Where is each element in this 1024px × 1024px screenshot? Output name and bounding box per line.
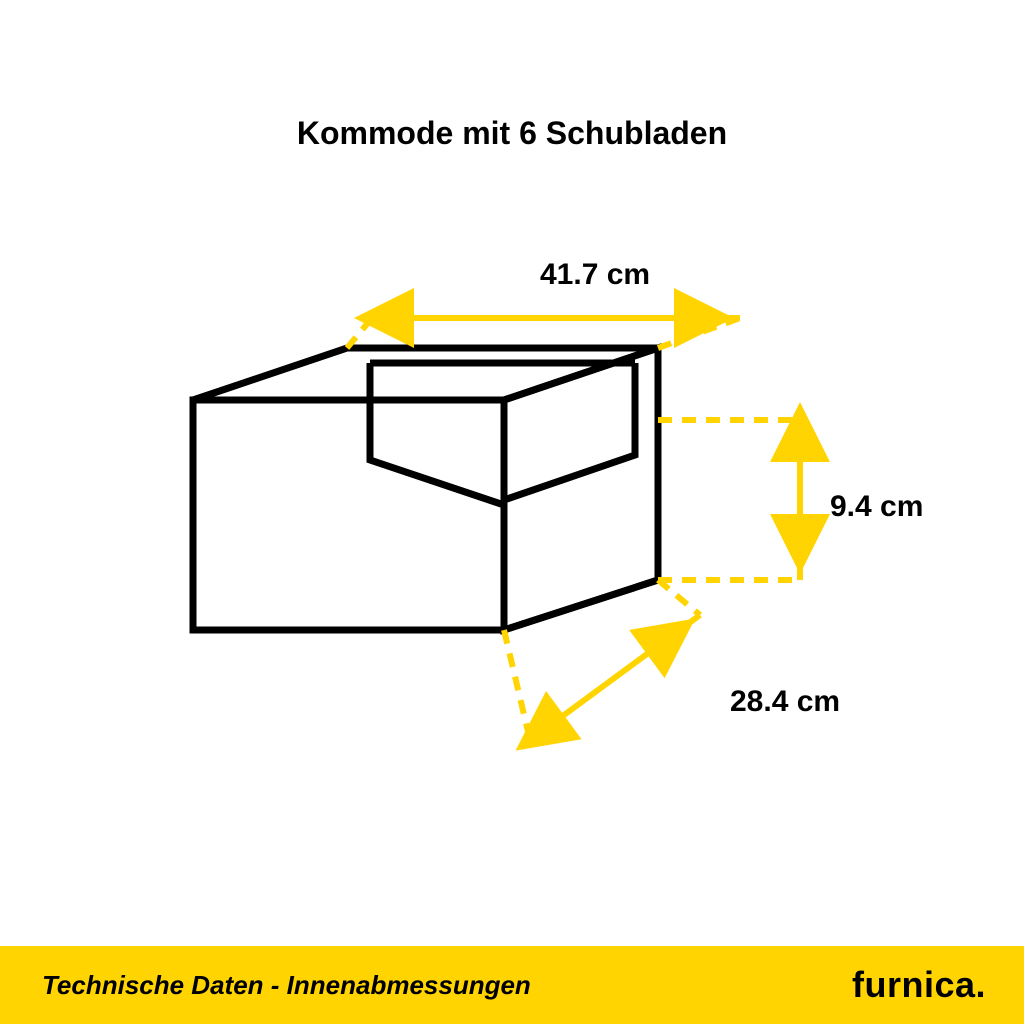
brand-logo-text: furnica.	[852, 964, 986, 1006]
guide-depth-front	[504, 630, 530, 740]
guide-width-right	[658, 318, 740, 348]
diagram-stage: Kommode mit 6 Schubladen 41.7 cm 9.4 cm …	[0, 0, 1024, 1024]
dimension-width-label: 41.7 cm	[540, 258, 650, 292]
diagram-title: Kommode mit 6 Schubladen	[0, 115, 1024, 152]
guide-depth-back	[658, 580, 700, 615]
dimension-depth-arrow	[530, 615, 700, 740]
guide-width-left	[347, 318, 372, 348]
footer-bar: Technische Daten - Innenabmessungen furn…	[0, 946, 1024, 1024]
dimension-height-label: 9.4 cm	[830, 490, 923, 524]
footer-caption: Technische Daten - Innenabmessungen	[42, 970, 531, 1001]
drawer-front-face	[193, 400, 504, 630]
dimension-depth-label: 28.4 cm	[730, 685, 840, 719]
